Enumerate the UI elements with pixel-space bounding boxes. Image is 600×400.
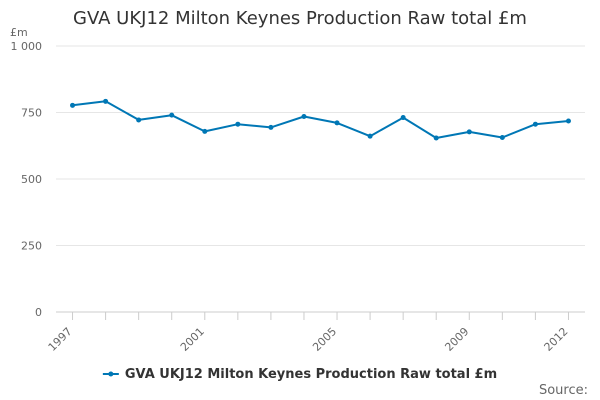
data-point[interactable] [334,120,340,126]
data-point[interactable] [532,121,538,127]
data-point[interactable] [136,117,142,123]
gridlines [56,45,585,313]
series-line[interactable] [71,100,570,139]
data-point[interactable] [169,112,175,118]
y-tick-label: 750 [21,107,42,120]
data-point[interactable] [565,118,571,124]
legend[interactable]: GVA UKJ12 Milton Keynes Production Raw t… [102,367,497,382]
data-point[interactable] [202,128,208,134]
y-axis-unit-label: £m [10,26,28,39]
data-point[interactable] [70,102,76,108]
data-point[interactable] [235,121,241,127]
y-tick-label: 500 [21,173,42,186]
data-point[interactable] [499,135,505,141]
data-point[interactable] [268,124,274,130]
data-point[interactable] [433,135,439,141]
data-point[interactable] [301,113,307,119]
x-tick-label: 2009 [442,325,471,354]
x-tick-label: 1997 [46,325,75,354]
y-tick-label: 250 [21,240,42,253]
chart-title: GVA UKJ12 Milton Keynes Production Raw t… [73,8,527,29]
data-point[interactable] [400,115,406,121]
x-tick-label: 2012 [542,325,571,354]
axes: £m 0 250 500 750 1 000 1997 2001 2005 2009 2012 [10,26,571,354]
legend-label[interactable]: GVA UKJ12 Milton Keynes Production Raw t… [125,367,497,382]
data-point[interactable] [466,129,472,135]
legend-symbol-marker [108,371,114,377]
x-tick-label: 2001 [178,325,207,354]
source-credit[interactable]: Source: [538,383,588,398]
data-point[interactable] [103,98,109,104]
series-area [70,98,571,141]
x-tick-label: 2005 [310,325,339,354]
y-tick-label: 1 000 [11,40,43,53]
data-point[interactable] [367,133,373,139]
y-tick-label: 0 [35,306,42,319]
